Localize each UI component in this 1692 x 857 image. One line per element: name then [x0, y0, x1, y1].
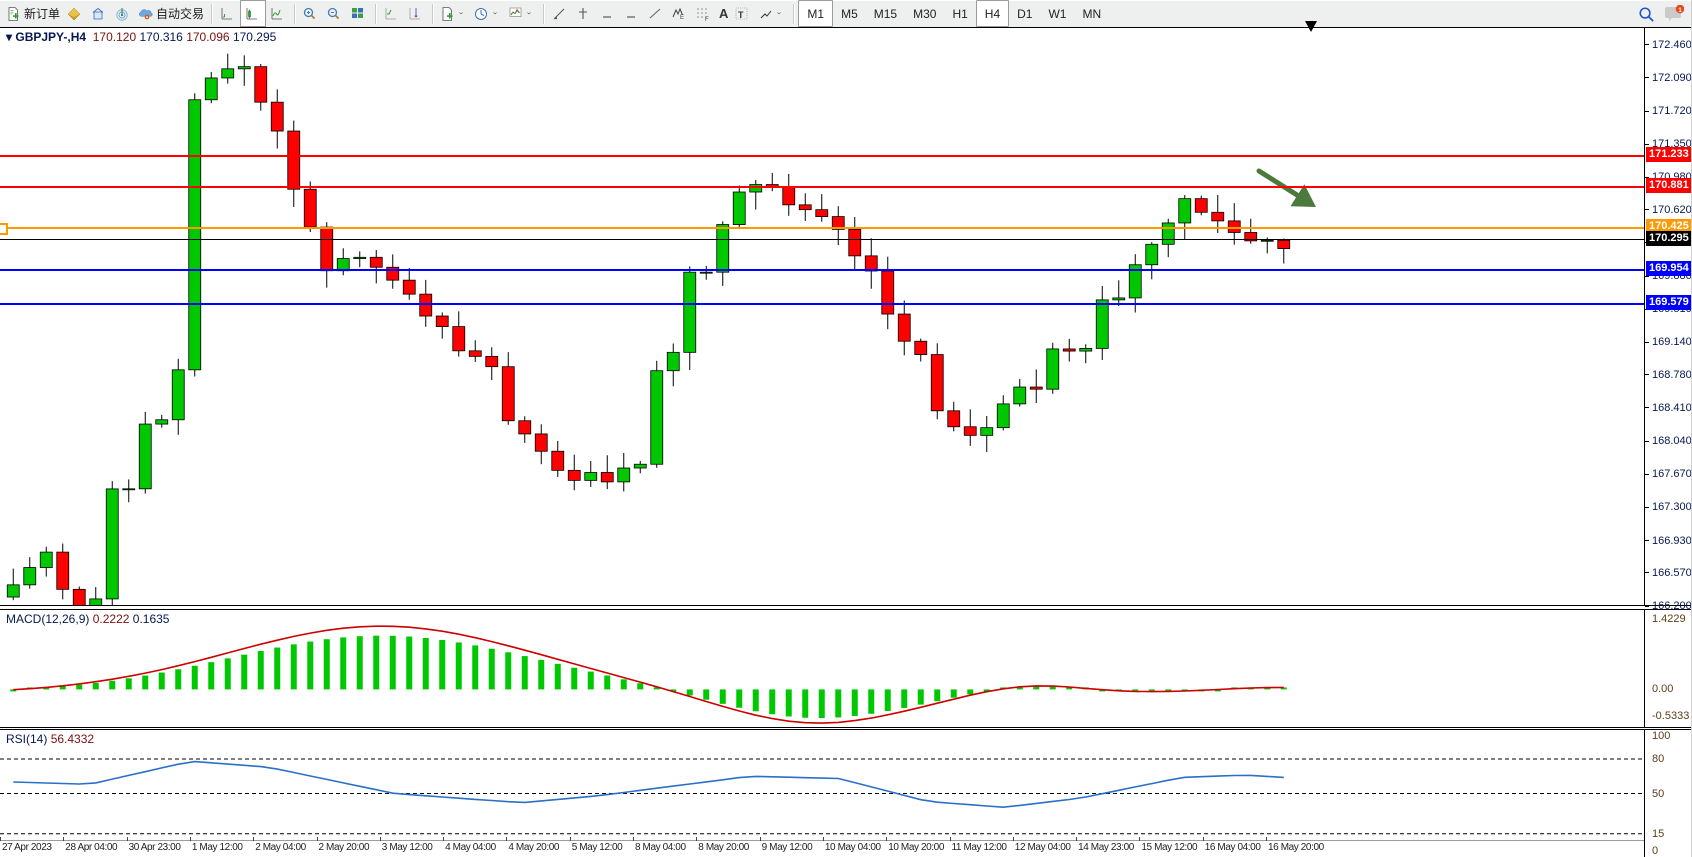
svg-text:F: F — [705, 17, 709, 22]
svg-text:E: E — [680, 15, 684, 21]
svg-text:T: T — [738, 10, 744, 20]
svg-text:1: 1 — [1678, 7, 1682, 14]
